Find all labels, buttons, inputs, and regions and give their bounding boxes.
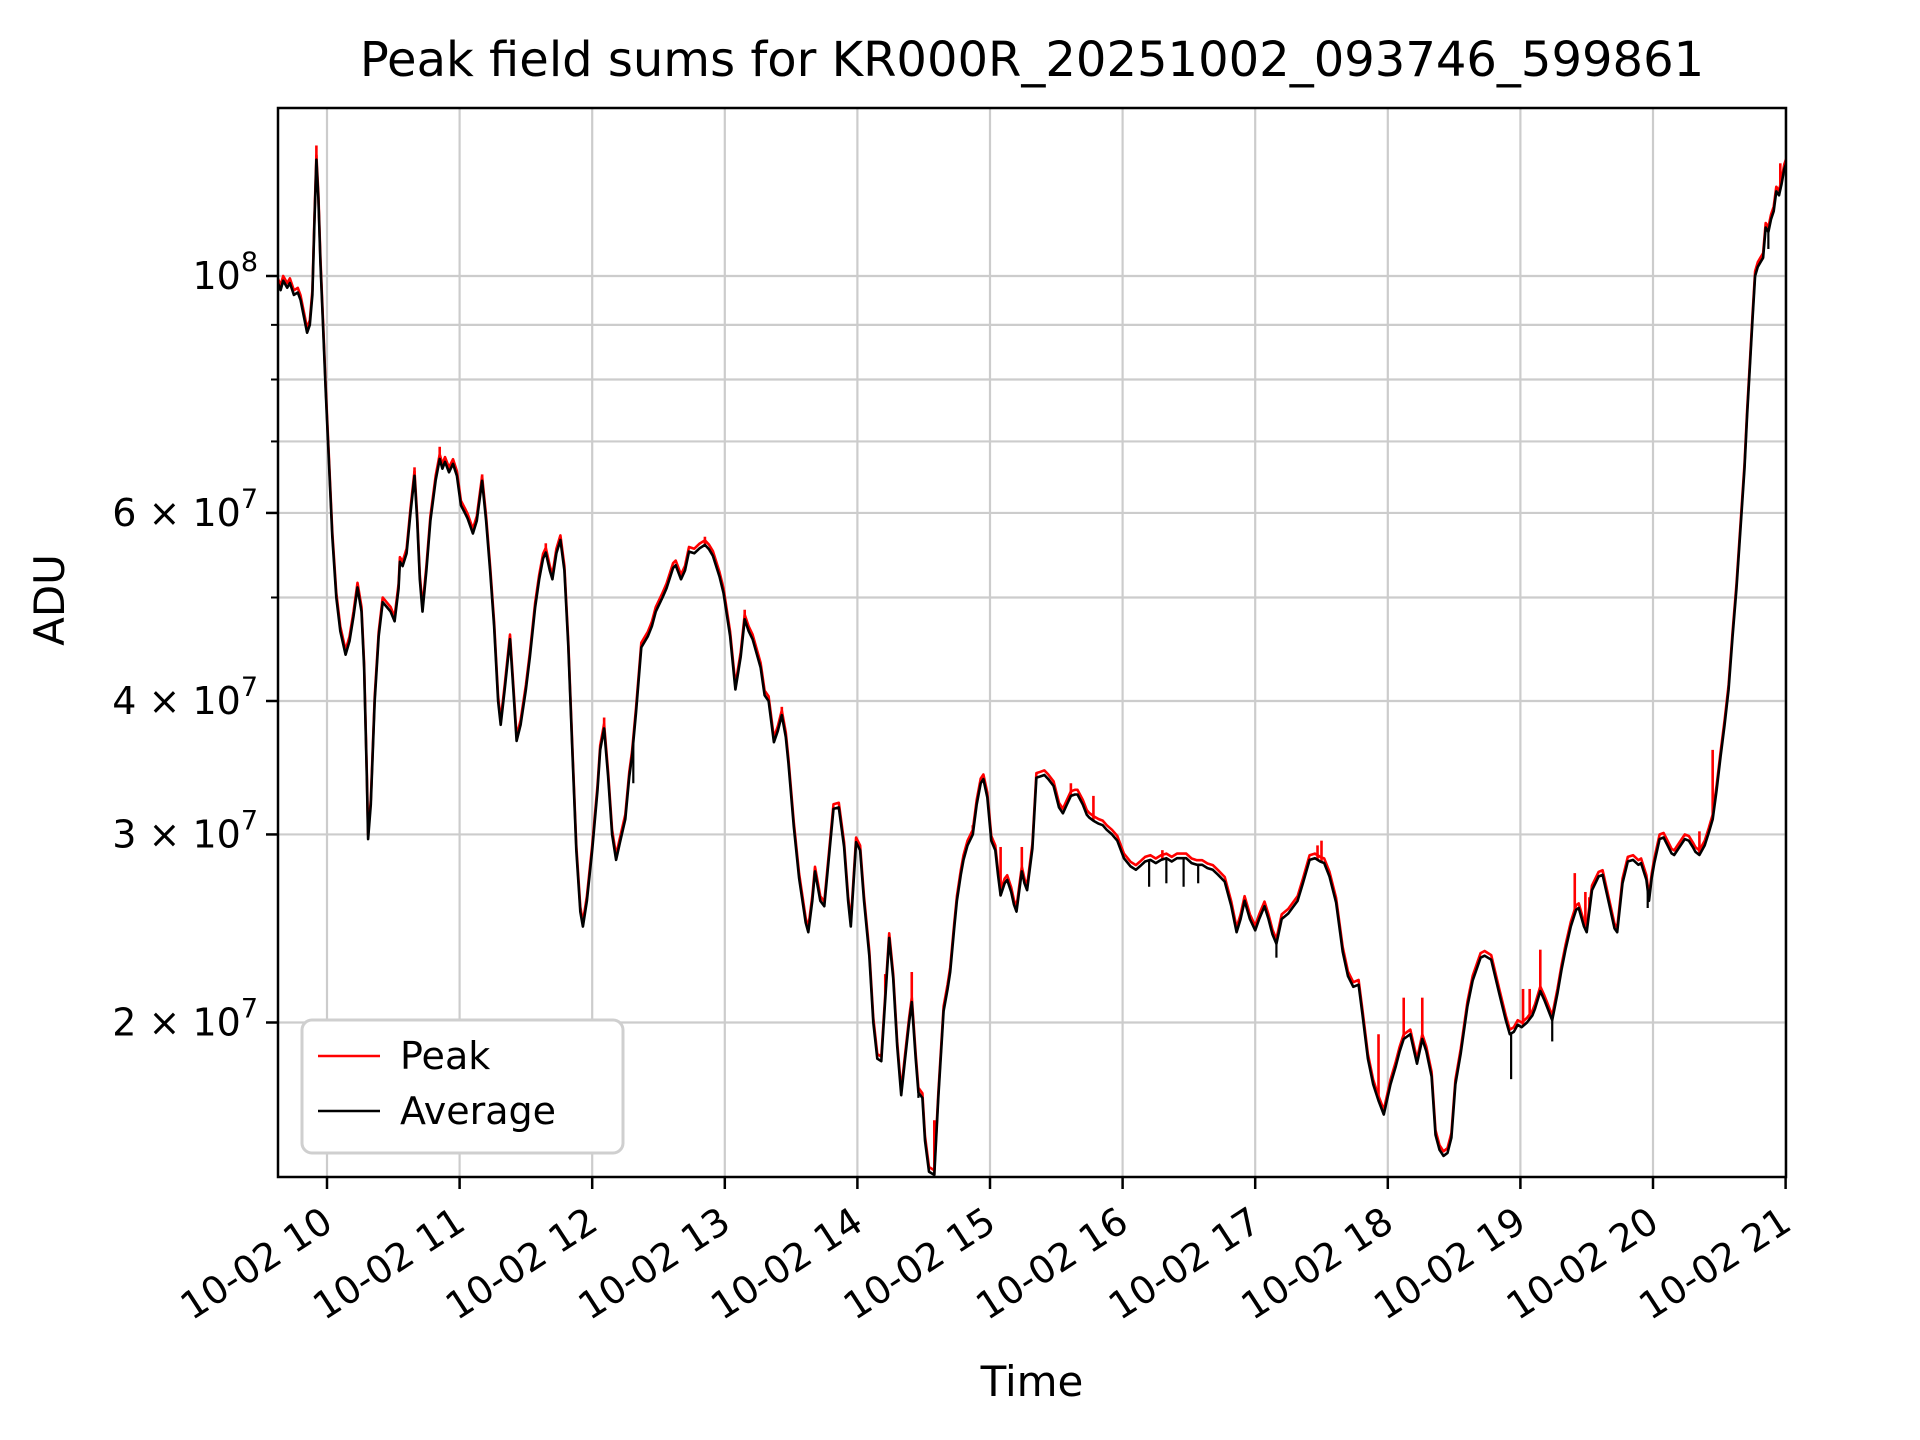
x-tick-label: 10-02 15 — [836, 1199, 1003, 1329]
average-line-series — [278, 158, 1786, 1177]
y-axis-label: ADU — [25, 554, 74, 646]
x-tick-label: 10-02 16 — [968, 1199, 1135, 1329]
x-tick-label: 10-02 12 — [438, 1199, 605, 1329]
x-axis-label: Time — [980, 1357, 1084, 1406]
legend: Peak Average — [300, 1018, 625, 1155]
peak-line — [278, 153, 1786, 1172]
grid-lines — [278, 108, 1787, 1177]
average-line — [278, 158, 1786, 1177]
x-tick-label: 10-02 18 — [1233, 1199, 1400, 1329]
plot-border — [276, 106, 1788, 1179]
x-tick-label: 10-02 21 — [1631, 1199, 1798, 1329]
x-tick-label: 10-02 20 — [1499, 1199, 1666, 1329]
legend-box — [300, 1018, 625, 1155]
x-tick-label: 10-02 13 — [570, 1199, 737, 1329]
y-tick-label: 6 × 107 — [112, 484, 258, 535]
y-tick-label: 108 — [192, 247, 258, 298]
y-tick-label: 4 × 107 — [112, 672, 258, 723]
x-tick-label: 10-02 19 — [1366, 1199, 1533, 1329]
x-tick-label: 10-02 10 — [173, 1199, 340, 1329]
legend-peak-label: Peak — [400, 1034, 490, 1078]
x-tick-label: 10-02 17 — [1101, 1199, 1268, 1329]
chart-title: Peak field sums for KR000R_20251002_0937… — [360, 32, 1704, 88]
y-tick-label: 2 × 107 — [112, 994, 258, 1045]
y-tick-label: 3 × 107 — [112, 805, 258, 856]
legend-average-label: Average — [400, 1089, 556, 1133]
x-tick-label: 10-02 11 — [305, 1199, 472, 1329]
x-tick-label: 10-02 14 — [703, 1199, 870, 1329]
